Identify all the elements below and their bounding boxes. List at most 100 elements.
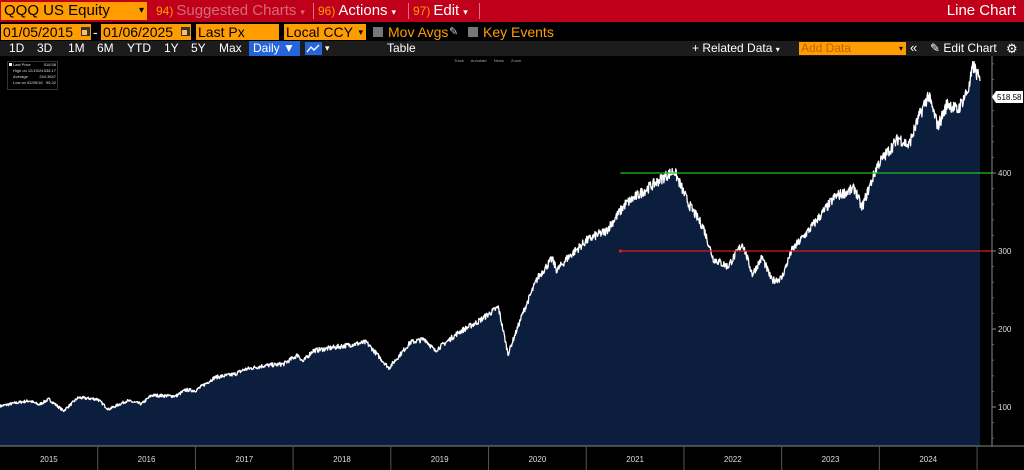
news-tool[interactable]: News xyxy=(493,58,504,63)
track-tool[interactable]: Track xyxy=(454,58,464,63)
x-tick-label: 2022 xyxy=(724,455,742,464)
annotate-tool[interactable]: Annotate xyxy=(470,58,487,63)
legend-label: High on 12/15/24 xyxy=(13,68,44,73)
frequency-value: Daily xyxy=(253,41,280,55)
menu-label: Edit xyxy=(433,2,460,19)
legend-label: Last Price xyxy=(13,62,31,67)
x-tick-label: 2024 xyxy=(919,455,937,464)
line-chart-type-icon[interactable] xyxy=(305,42,322,55)
period-1d[interactable]: 1D xyxy=(9,41,25,55)
legend-swatch xyxy=(9,63,12,66)
price-chart[interactable]: 100200300400500518.582015201620172018201… xyxy=(0,56,1024,470)
y-tick-label: 200 xyxy=(998,325,1012,334)
related-data-button[interactable]: + Related Data ▾ xyxy=(692,41,780,57)
add-data-input[interactable]: Add Data ▾ xyxy=(799,42,906,55)
collapse-icon[interactable]: « xyxy=(910,40,918,55)
x-tick-label: 2015 xyxy=(40,455,58,464)
date-range-bar: 01/05/2015 - 01/06/2025 Last Px Local CC… xyxy=(0,23,1024,41)
y-tick-label: 300 xyxy=(998,247,1012,256)
chevron-down-icon: ▾ xyxy=(463,7,468,17)
y-tick-label: 100 xyxy=(998,403,1012,412)
zoom-tool[interactable]: Zoom xyxy=(511,58,522,63)
chevron-down-icon: ▾ xyxy=(300,7,305,17)
menu-label: Suggested Charts xyxy=(176,2,297,19)
price-field-select[interactable]: Last Px xyxy=(196,24,279,40)
start-date-value: 01/05/2015 xyxy=(3,24,74,40)
y-tick-label: 400 xyxy=(998,169,1012,178)
chevron-down-icon: ▾ xyxy=(898,44,903,53)
period-max[interactable]: Max xyxy=(219,41,242,55)
currency-value: Local CCY xyxy=(286,24,353,40)
pencil-icon[interactable]: ✎ xyxy=(449,26,459,38)
gear-icon[interactable]: ⚙ xyxy=(1006,41,1018,56)
start-date-field[interactable]: 01/05/2015 xyxy=(1,24,91,40)
mov-avgs-label: Mov Avgs xyxy=(388,24,449,40)
calendar-icon[interactable] xyxy=(81,27,90,36)
legend-value: 244.3647 xyxy=(39,74,56,79)
frequency-select[interactable]: Daily ▼ xyxy=(249,41,300,56)
menu-divider xyxy=(408,3,409,19)
chart-legend: Last Price 518.58 High on 12/15/24 538.1… xyxy=(7,61,58,90)
annotation-toolbar: Track Annotate News Zoom xyxy=(454,58,527,63)
x-tick-label: 2016 xyxy=(138,455,156,464)
last-price-marker xyxy=(992,90,1023,103)
period-bar: 1D 3D 1M 6M YTD 1Y 5Y Max Daily ▼ ▾ Tabl… xyxy=(0,41,1024,56)
x-tick-label: 2019 xyxy=(431,455,449,464)
price-area xyxy=(0,61,980,446)
x-tick-label: 2018 xyxy=(333,455,351,464)
menu-label: Actions xyxy=(338,2,388,19)
chevron-down-icon: ▾ xyxy=(775,45,780,54)
price-field-value: Last Px xyxy=(198,24,245,40)
support-line-anchor xyxy=(618,249,623,253)
x-tick-label: 2020 xyxy=(528,455,546,464)
ticker-label: QQQ US Equity xyxy=(4,2,110,19)
menu-divider xyxy=(479,3,480,19)
edit-chart-button[interactable]: ✎ Edit Chart xyxy=(930,41,997,56)
actions-menu[interactable]: 96) Actions ▾ xyxy=(318,2,396,20)
mov-avgs-checkbox[interactable] xyxy=(373,27,383,37)
period-5y[interactable]: 5Y xyxy=(191,41,206,55)
key-events-checkbox[interactable] xyxy=(468,27,478,37)
period-ytd[interactable]: YTD xyxy=(127,41,151,55)
menu-number: 94) xyxy=(156,4,174,18)
chevron-down-icon: ▾ xyxy=(358,27,363,37)
x-tick-label: 2023 xyxy=(822,455,840,464)
menu-divider xyxy=(313,3,314,19)
chevron-down-icon[interactable]: ▾ xyxy=(138,5,144,16)
period-1y[interactable]: 1Y xyxy=(164,41,179,55)
ticker-field[interactable]: QQQ US Equity ▾ xyxy=(1,2,147,20)
end-date-value: 01/06/2025 xyxy=(103,24,174,40)
currency-select[interactable]: Local CCY ▾ xyxy=(284,24,366,40)
related-data-label: + Related Data xyxy=(692,41,773,55)
x-tick-label: 2017 xyxy=(235,455,253,464)
pencil-icon: ✎ xyxy=(930,41,941,55)
edit-menu[interactable]: 97) Edit ▾ xyxy=(413,2,468,20)
end-date-field[interactable]: 01/06/2025 xyxy=(101,24,191,40)
table-button[interactable]: Table xyxy=(387,41,416,55)
menu-number: 96) xyxy=(318,4,336,18)
period-1m[interactable]: 1M xyxy=(68,41,85,55)
edit-chart-label: Edit Chart xyxy=(943,41,997,55)
chevron-down-icon: ▼ xyxy=(283,41,295,55)
legend-value: 538.17 xyxy=(43,68,56,73)
price-line xyxy=(0,61,981,413)
period-6m[interactable]: 6M xyxy=(97,41,114,55)
legend-label: Low on 02/09/16 xyxy=(13,80,43,85)
date-separator: - xyxy=(93,24,98,40)
chevron-down-icon[interactable]: ▾ xyxy=(325,43,330,53)
x-tick-label: 2021 xyxy=(626,455,644,464)
menu-number: 97) xyxy=(413,4,431,18)
legend-value: 96.32 xyxy=(45,80,56,85)
suggested-charts-menu[interactable]: 94) Suggested Charts ▾ xyxy=(156,2,305,20)
top-bar: QQQ US Equity ▾ 94) Suggested Charts ▾ 96)… xyxy=(0,0,1024,22)
last-price-label: 518.58 xyxy=(997,93,1022,102)
legend-label: Average xyxy=(13,74,28,79)
page-title: Line Chart xyxy=(946,2,1016,19)
legend-value: 518.58 xyxy=(43,62,56,67)
key-events-label: Key Events xyxy=(483,24,554,40)
add-data-placeholder: Add Data xyxy=(801,41,852,55)
chevron-down-icon: ▾ xyxy=(391,7,397,17)
calendar-icon[interactable] xyxy=(181,27,190,36)
x-axis-band xyxy=(0,446,1024,470)
period-3d[interactable]: 3D xyxy=(37,41,53,55)
